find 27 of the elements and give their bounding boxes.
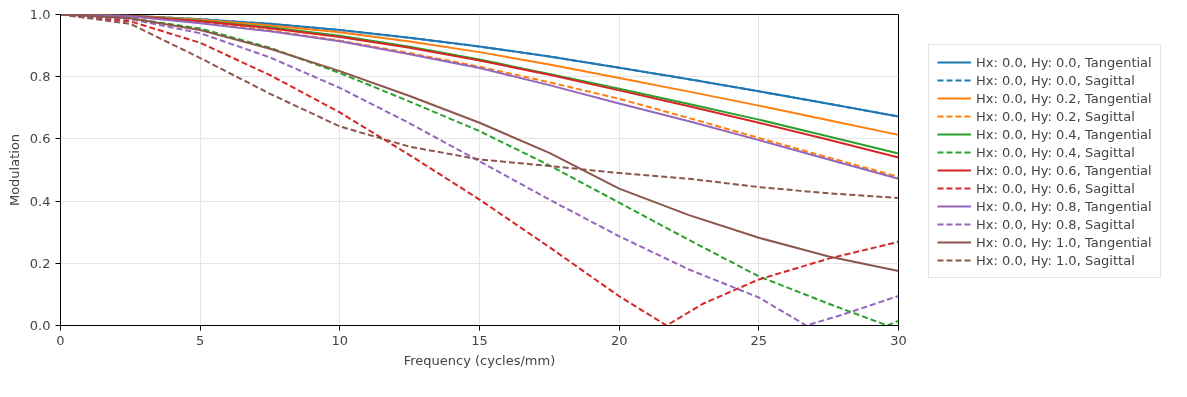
legend-label: Hx: 0.0, Hy: 0.2, Sagittal <box>976 107 1135 125</box>
legend-label: Hx: 0.0, Hy: 0.0, Sagittal <box>976 71 1135 89</box>
y-tick-label: 0.8 <box>29 69 51 85</box>
legend-label: Hx: 0.0, Hy: 1.0, Sagittal <box>976 251 1135 269</box>
legend-label: Hx: 0.0, Hy: 0.0, Tangential <box>976 53 1152 71</box>
x-tick-label: 10 <box>331 332 349 348</box>
x-axis-title: Frequency (cycles/mm) <box>403 352 556 368</box>
y-tick-label: 0.6 <box>29 131 51 147</box>
x-tick-label: 0 <box>56 332 65 348</box>
x-tick-label: 15 <box>471 332 488 348</box>
legend-label: Hx: 0.0, Hy: 0.4, Sagittal <box>976 143 1135 161</box>
x-tick-label: 20 <box>610 332 628 348</box>
x-tick-label: 5 <box>196 332 205 348</box>
legend-label: Hx: 0.0, Hy: 0.4, Tangential <box>976 125 1152 143</box>
legend-label: Hx: 0.0, Hy: 0.6, Tangential <box>976 161 1152 179</box>
y-tick-label: 0.4 <box>29 193 51 209</box>
legend-label: Hx: 0.0, Hy: 0.8, Tangential <box>976 197 1152 215</box>
legend-label: Hx: 0.0, Hy: 0.6, Sagittal <box>976 179 1135 197</box>
x-tick-label: 25 <box>750 332 768 348</box>
x-tick-label: 30 <box>890 332 907 348</box>
y-tick-label: 1.0 <box>29 7 51 22</box>
y-tick-label: 0.0 <box>29 318 51 333</box>
y-axis-title: Modulation <box>6 133 22 207</box>
legend-label: Hx: 0.0, Hy: 1.0, Tangential <box>976 233 1152 251</box>
legend-label: Hx: 0.0, Hy: 0.8, Sagittal <box>976 215 1135 233</box>
y-tick-label: 0.2 <box>29 255 51 271</box>
legend-label: Hx: 0.0, Hy: 0.2, Tangential <box>976 89 1152 107</box>
